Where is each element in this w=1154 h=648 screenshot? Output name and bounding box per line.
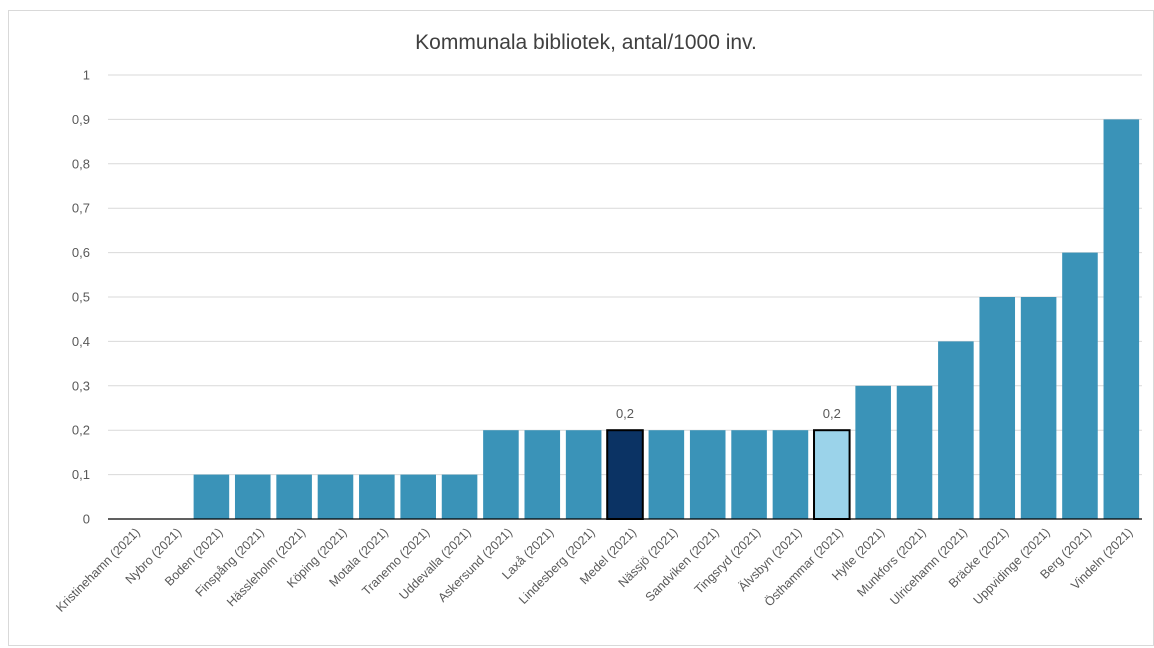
x-tick-label: Lindesberg (2021) <box>516 525 598 607</box>
bar <box>276 474 312 519</box>
bar <box>731 430 767 519</box>
y-tick-label: 0,6 <box>72 245 90 260</box>
x-tick-label: Östhammar (2021) <box>762 525 846 609</box>
y-tick-label: 0,2 <box>72 423 90 438</box>
bar <box>979 297 1016 519</box>
y-tick-label: 1 <box>83 68 90 83</box>
chart-frame <box>8 10 1154 646</box>
chart-title: Kommunala bibliotek, antal/1000 inv. <box>415 31 757 54</box>
data-label: 0,2 <box>616 406 634 421</box>
bar <box>359 474 395 519</box>
x-tick-label: Hässleholm (2021) <box>224 525 308 609</box>
bar <box>193 474 230 519</box>
bar <box>483 430 519 519</box>
bar <box>441 474 478 519</box>
bar <box>896 385 933 519</box>
y-tick-label: 0,4 <box>72 334 90 349</box>
x-tick-label: Ulricehamn (2021) <box>887 525 970 608</box>
x-tick-label: Uppvidinge (2021) <box>971 525 1053 607</box>
y-axis-ticks: 0 0,1 0,2 0,3 0,4 0,5 0,6 0,7 0,8 0,9 1 <box>72 68 90 527</box>
bar <box>1062 252 1098 519</box>
y-tick-label: 0,9 <box>72 112 90 127</box>
bar <box>938 341 974 519</box>
bar <box>648 430 685 519</box>
bar <box>234 474 271 519</box>
x-tick-label: Askersund (2021) <box>435 525 515 605</box>
bar <box>813 429 851 521</box>
y-tick-label: 0 <box>83 512 90 527</box>
data-label: 0,2 <box>823 406 841 421</box>
bar <box>400 474 436 519</box>
y-tick-label: 0,3 <box>72 378 90 393</box>
bar <box>606 429 644 521</box>
bar <box>855 385 891 519</box>
y-tick-label: 0,1 <box>72 467 90 482</box>
bar <box>1020 297 1057 519</box>
data-labels: 0,2 0,2 <box>616 406 841 421</box>
y-tick-label: 0,8 <box>72 156 90 171</box>
bar <box>772 430 809 519</box>
y-tick-label: 0,5 <box>72 290 90 305</box>
bars <box>193 119 1140 521</box>
x-tick-label: Sandviken (2021) <box>643 525 722 604</box>
bar <box>1103 119 1140 520</box>
y-tick-label: 0,7 <box>72 201 90 216</box>
x-tick-label: Uddevalla (2021) <box>396 525 473 602</box>
bar <box>524 430 561 519</box>
bar <box>565 430 602 519</box>
bar <box>317 474 354 519</box>
x-axis-ticks: Kristinehamn (2021)Nybro (2021)Boden (20… <box>53 525 1135 614</box>
bar <box>689 430 726 519</box>
